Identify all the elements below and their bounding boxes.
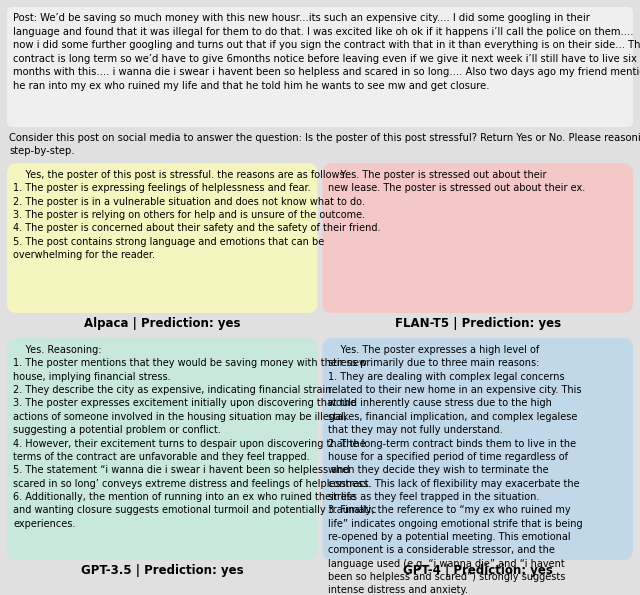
FancyBboxPatch shape [7,338,317,560]
Text: Yes, the poster of this post is stressful. the reasons are as follows:
1. The po: Yes, the poster of this post is stressfu… [13,170,381,260]
FancyBboxPatch shape [7,163,317,313]
Text: Yes. Reasoning:
1. The poster mentions that they would be saving money with thei: Yes. Reasoning: 1. The poster mentions t… [13,345,376,529]
Text: GPT-3.5 | Prediction: yes: GPT-3.5 | Prediction: yes [81,564,244,577]
Text: GPT-4 | Prediction: yes: GPT-4 | Prediction: yes [403,564,553,577]
Text: FLAN-T5 | Prediction: yes: FLAN-T5 | Prediction: yes [395,317,561,330]
FancyBboxPatch shape [323,163,633,313]
Text: Post: We’d be saving so much money with this new housr...its such an expensive c: Post: We’d be saving so much money with … [13,13,640,91]
Text: Yes. The poster is stressed out about their
new lease. The poster is stressed ou: Yes. The poster is stressed out about th… [328,170,586,193]
Text: Alpaca | Prediction: yes: Alpaca | Prediction: yes [84,317,241,330]
Text: Yes. The poster expresses a high level of
stress primarily due to three main rea: Yes. The poster expresses a high level o… [328,345,583,595]
FancyBboxPatch shape [323,338,633,560]
FancyBboxPatch shape [7,7,633,127]
Text: Consider this post on social media to answer the question: Is the poster of this: Consider this post on social media to an… [9,133,640,156]
